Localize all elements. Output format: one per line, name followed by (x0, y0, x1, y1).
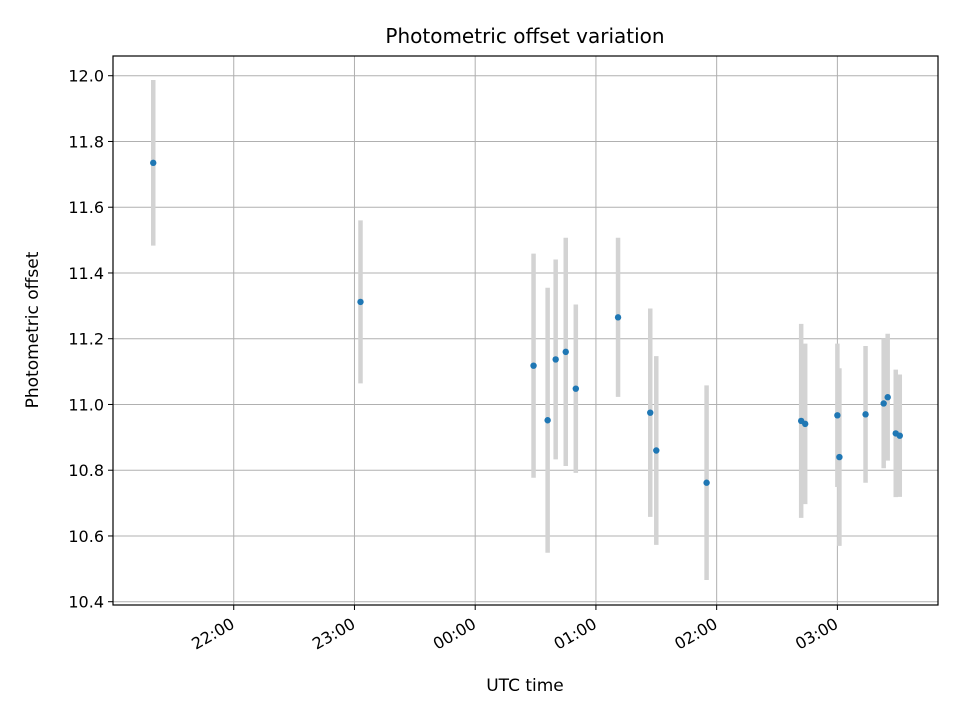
y-tick-label: 12.0 (68, 67, 104, 86)
data-series (150, 79, 903, 581)
data-point (544, 417, 551, 424)
data-point (572, 385, 580, 392)
data-point (896, 432, 903, 439)
data-point (530, 362, 537, 369)
data-point (801, 420, 809, 428)
data-point (880, 400, 887, 407)
data-point (552, 356, 559, 363)
grid-lines (113, 56, 938, 605)
data-point (150, 159, 157, 167)
data-point (562, 348, 569, 356)
y-axis-title: Photometric offset (23, 251, 43, 408)
data-point (862, 411, 869, 418)
x-axis-title: UTC time (486, 676, 564, 696)
data-point (614, 314, 622, 321)
y-tick-label: 11.4 (68, 264, 104, 283)
data-point (884, 394, 891, 401)
chart-title: Photometric offset variation (385, 24, 664, 48)
plot-frame (112, 55, 939, 606)
data-point (703, 479, 710, 486)
data-point (357, 298, 364, 306)
y-tick-label: 11.6 (68, 198, 104, 217)
y-tick-label: 11.8 (68, 132, 104, 151)
data-point (834, 412, 841, 419)
y-tick-label: 10.6 (68, 527, 104, 546)
y-tick-label: 10.8 (68, 461, 104, 480)
data-point (647, 409, 654, 416)
y-tick-label: 11.2 (68, 330, 104, 349)
data-point (653, 447, 660, 454)
y-tick-label: 10.4 (68, 593, 104, 612)
y-tick-label: 11.0 (68, 395, 104, 414)
data-point (836, 453, 843, 461)
